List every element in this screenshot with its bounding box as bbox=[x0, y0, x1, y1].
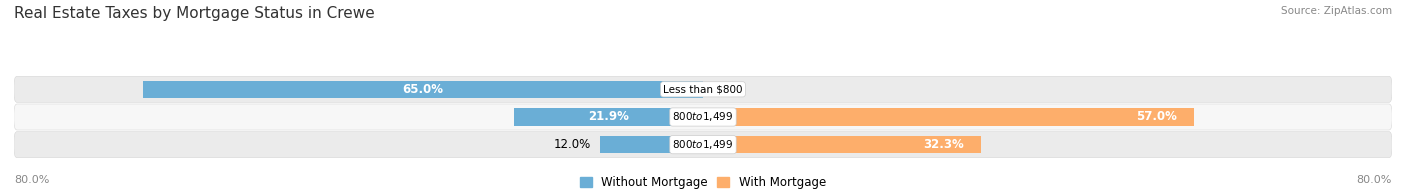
Text: Source: ZipAtlas.com: Source: ZipAtlas.com bbox=[1281, 6, 1392, 16]
Text: 0.0%: 0.0% bbox=[711, 83, 741, 96]
Text: 12.0%: 12.0% bbox=[554, 138, 591, 151]
Bar bbox=[143, 81, 703, 98]
Text: 65.0%: 65.0% bbox=[402, 83, 444, 96]
Text: 80.0%: 80.0% bbox=[14, 175, 49, 185]
FancyBboxPatch shape bbox=[14, 76, 1392, 102]
Text: 32.3%: 32.3% bbox=[924, 138, 965, 151]
Text: 57.0%: 57.0% bbox=[1136, 111, 1177, 123]
Text: Less than $800: Less than $800 bbox=[664, 84, 742, 94]
Bar bbox=[703, 136, 981, 153]
Text: Real Estate Taxes by Mortgage Status in Crewe: Real Estate Taxes by Mortgage Status in … bbox=[14, 6, 375, 21]
FancyBboxPatch shape bbox=[14, 132, 1392, 158]
Bar bbox=[515, 108, 703, 126]
Bar bbox=[703, 108, 1194, 126]
Bar bbox=[599, 136, 703, 153]
Legend: Without Mortgage, With Mortgage: Without Mortgage, With Mortgage bbox=[581, 176, 825, 189]
Text: $800 to $1,499: $800 to $1,499 bbox=[672, 138, 734, 151]
FancyBboxPatch shape bbox=[14, 104, 1392, 130]
Text: $800 to $1,499: $800 to $1,499 bbox=[672, 111, 734, 123]
Text: 21.9%: 21.9% bbox=[588, 111, 628, 123]
Text: 80.0%: 80.0% bbox=[1357, 175, 1392, 185]
